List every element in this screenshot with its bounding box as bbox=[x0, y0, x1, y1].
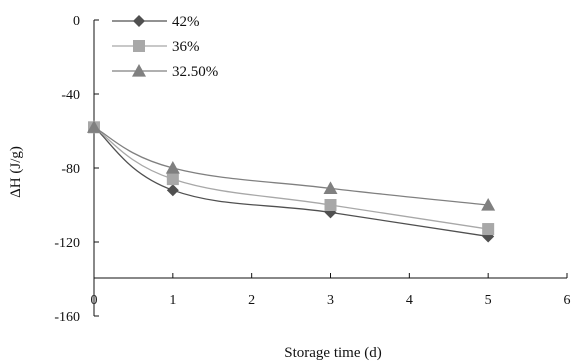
legend-item: 36% bbox=[112, 39, 200, 55]
series-line bbox=[93, 126, 489, 238]
x-tick-label: 4 bbox=[406, 293, 413, 308]
x-tick-label: 1 bbox=[169, 293, 176, 308]
data-point bbox=[166, 184, 179, 197]
series-layer bbox=[87, 120, 496, 243]
series-2 bbox=[88, 121, 495, 236]
data-point bbox=[482, 223, 495, 236]
axes: 0 -40 -80 -120 -160 0 1 2 3 4 5 6 bbox=[54, 14, 570, 325]
legend-label: 32.50% bbox=[172, 64, 218, 80]
y-tick-label: -120 bbox=[54, 236, 80, 251]
x-tick-label: 0 bbox=[91, 293, 98, 308]
legend: 42% 36% 32.50% bbox=[112, 14, 218, 80]
x-tick-label: 5 bbox=[485, 293, 492, 308]
series-line bbox=[93, 126, 489, 206]
y-tick-label: -160 bbox=[54, 310, 80, 325]
x-axis-title: Storage time (d) bbox=[284, 345, 381, 361]
legend-item: 32.50% bbox=[112, 64, 218, 80]
legend-marker bbox=[132, 64, 146, 77]
legend-marker bbox=[133, 15, 145, 27]
legend-marker bbox=[133, 40, 145, 52]
data-point bbox=[324, 199, 337, 211]
data-point bbox=[323, 181, 338, 194]
series-1 bbox=[88, 121, 495, 243]
legend-item: 42% bbox=[112, 14, 200, 30]
data-point bbox=[481, 198, 496, 211]
data-point bbox=[87, 120, 101, 133]
legend-label: 36% bbox=[172, 39, 200, 55]
x-tick-label: 6 bbox=[564, 293, 571, 308]
y-tick-label: -80 bbox=[61, 162, 80, 177]
x-tick-label: 3 bbox=[327, 293, 334, 308]
x-tick-label: 2 bbox=[248, 293, 255, 308]
series-3 bbox=[87, 120, 496, 211]
y-tick-label: -40 bbox=[61, 88, 80, 103]
data-point bbox=[166, 173, 179, 186]
y-tick-label: 0 bbox=[73, 14, 80, 29]
legend-label: 42% bbox=[172, 14, 200, 30]
y-axis-title: ΔH (J/g) bbox=[8, 146, 24, 198]
series-line bbox=[93, 126, 489, 230]
data-point bbox=[165, 161, 180, 174]
